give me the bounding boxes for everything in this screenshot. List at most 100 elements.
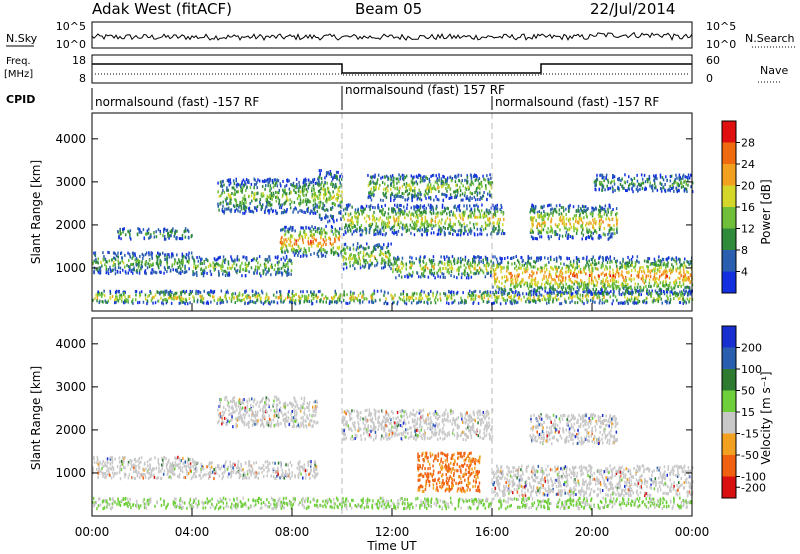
power-cell bbox=[501, 266, 503, 269]
power-cell bbox=[153, 270, 155, 274]
power-cell bbox=[515, 255, 517, 259]
power-cell bbox=[578, 282, 580, 286]
power-cell bbox=[473, 255, 475, 259]
power-cell bbox=[301, 189, 304, 193]
power-cell bbox=[267, 270, 269, 274]
power-cell bbox=[480, 268, 482, 272]
power-cell bbox=[442, 272, 445, 276]
power-cell bbox=[659, 287, 661, 291]
power-cell bbox=[316, 210, 319, 213]
power-cell bbox=[337, 194, 340, 198]
power-cell bbox=[618, 267, 621, 271]
power-cell bbox=[164, 267, 166, 271]
power-cell bbox=[338, 232, 340, 236]
power-cell bbox=[220, 201, 222, 205]
power-cell bbox=[402, 195, 404, 199]
power-cell bbox=[496, 207, 499, 211]
power-cell bbox=[357, 214, 360, 218]
power-cell bbox=[226, 271, 228, 275]
power-cell bbox=[678, 271, 680, 275]
power-cell bbox=[128, 259, 130, 262]
power-cell bbox=[299, 232, 301, 236]
power-cell bbox=[590, 281, 593, 285]
power-cell bbox=[435, 223, 437, 227]
power-cell bbox=[328, 219, 331, 223]
power-cell bbox=[436, 214, 439, 217]
power-cell bbox=[548, 270, 551, 274]
power-cell bbox=[395, 193, 397, 197]
power-cell bbox=[604, 286, 606, 290]
power-cell bbox=[532, 271, 535, 275]
power-cell bbox=[418, 173, 420, 177]
power-cell bbox=[566, 291, 568, 295]
power-cell bbox=[213, 257, 216, 261]
power-cell bbox=[687, 271, 689, 275]
power-cell bbox=[357, 207, 359, 211]
power-cell bbox=[374, 187, 377, 191]
power-cell bbox=[533, 289, 536, 293]
power-cell bbox=[505, 301, 507, 305]
power-cell bbox=[410, 266, 412, 270]
power-cell bbox=[460, 261, 462, 265]
power-cell bbox=[609, 259, 612, 263]
power-cell bbox=[269, 179, 271, 182]
power-cell bbox=[291, 226, 294, 230]
power-cell bbox=[548, 275, 550, 279]
power-cell bbox=[669, 267, 672, 271]
power-cell bbox=[277, 179, 280, 183]
power-cell bbox=[379, 183, 381, 187]
power-cell bbox=[171, 252, 173, 256]
power-cell bbox=[579, 285, 582, 289]
power-cell bbox=[578, 285, 581, 289]
power-cell bbox=[636, 286, 639, 289]
power-cell bbox=[343, 243, 346, 247]
power-cell bbox=[547, 231, 549, 235]
power-cell bbox=[98, 269, 101, 273]
power-cell bbox=[551, 266, 553, 270]
power-cell bbox=[342, 255, 344, 259]
power-cell bbox=[142, 256, 144, 260]
power-cell bbox=[322, 238, 325, 242]
power-cell bbox=[374, 219, 376, 223]
power-cell bbox=[679, 277, 681, 281]
power-cell bbox=[215, 258, 218, 262]
power-cell bbox=[469, 204, 471, 208]
power-cell bbox=[541, 269, 543, 273]
power-cell bbox=[661, 257, 664, 261]
power-cell bbox=[351, 225, 353, 229]
power-cell bbox=[284, 185, 286, 189]
power-cell bbox=[229, 195, 232, 199]
power-cell bbox=[164, 258, 166, 261]
power-cell bbox=[197, 259, 200, 263]
power-cell bbox=[599, 182, 602, 186]
power-cell bbox=[626, 287, 628, 291]
power-cell bbox=[543, 276, 545, 280]
power-cell bbox=[625, 264, 628, 268]
power-cell bbox=[584, 205, 587, 209]
power-cell bbox=[531, 282, 534, 286]
power-cell bbox=[362, 256, 364, 260]
power-cell bbox=[563, 215, 565, 219]
power-cell bbox=[460, 276, 463, 280]
power-cell bbox=[373, 188, 375, 192]
power-cell bbox=[634, 261, 637, 264]
power-cell bbox=[409, 255, 411, 259]
power-cell bbox=[334, 251, 336, 255]
power-cell bbox=[449, 266, 451, 270]
power-cell bbox=[450, 262, 453, 266]
power-cell bbox=[131, 271, 134, 275]
power-cell bbox=[601, 280, 604, 283]
power-cell bbox=[261, 179, 264, 183]
power-cell bbox=[298, 203, 301, 207]
power-cell bbox=[334, 203, 336, 207]
power-cell bbox=[289, 227, 291, 231]
power-cell bbox=[675, 279, 677, 283]
power-cell bbox=[98, 266, 100, 270]
power-cell bbox=[269, 203, 271, 207]
power-cell bbox=[467, 214, 470, 218]
power-cell bbox=[428, 223, 431, 227]
power-cell bbox=[282, 188, 284, 192]
power-cell bbox=[344, 248, 346, 252]
power-cell bbox=[371, 192, 373, 196]
power-cell bbox=[562, 285, 565, 289]
